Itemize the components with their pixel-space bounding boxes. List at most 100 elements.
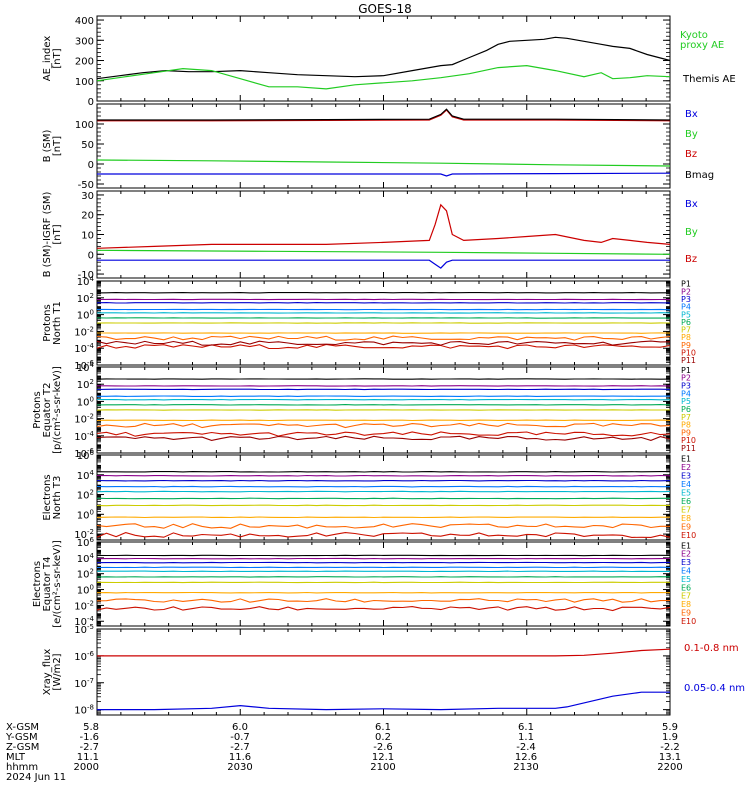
panel-frame [97,629,670,715]
y-tick-label: 0 [88,97,94,108]
plot-title: GOES-18 [358,2,412,16]
channel-line-e4 [97,486,670,487]
channel-label-p11: P11 [681,444,696,453]
series-line-0-05-0-4-nm [97,692,670,709]
series-line-themis-ae [97,37,670,78]
channel-label-e10: E10 [681,531,696,540]
y-tick-label: 100 [77,508,94,521]
y-tick-label: 0 [88,160,94,171]
series-line-bx [97,173,670,176]
y-axis-label: ProtonsNorth T1 [42,301,63,345]
channel-label-e10: E10 [681,617,696,626]
legend-entry: Bx [685,109,698,120]
channel-line-e10 [97,607,670,611]
y-tick-label: -50 [78,180,94,191]
y-tick-label: 10-6 [74,650,94,663]
y-tick-label: 102 [77,378,94,391]
y-tick-label: 104 [77,275,95,288]
legend-entry: Themis AE [682,74,736,85]
y-tick-label: 100 [77,309,94,322]
y-axis-label: Xray_flux[W/m2] [42,649,63,696]
y-tick-label: 10-5 [74,623,94,636]
legend-entry: Bmag [685,170,714,181]
y-tick-label: 10-7 [74,677,94,690]
panel-frame [97,104,670,188]
legend-entry: Bz [685,149,697,160]
y-tick-label: 106 [77,536,95,549]
y-tick-label: 100 [75,120,94,131]
y-tick-label: 300 [75,36,94,47]
y-tick-label: 10-2 [74,599,94,612]
y-tick-label: 102 [77,489,94,502]
y-tick-label: 10-2 [74,413,94,426]
y-tick-label: 10-8 [74,704,94,717]
legend-entry: 0.05-0.4 nm [684,683,745,694]
series-line-0-1-0-8-nm [97,649,670,656]
y-tick-label: 50 [81,140,94,151]
y-tick-label: 400 [75,16,94,27]
series-line-bmag [97,109,670,120]
series-line-by [97,250,670,254]
footer-value: 2200 [657,762,682,773]
y-tick-label: 10-4 [74,430,94,443]
footer-value: 2000 [74,762,99,773]
y-tick-label: 0 [88,250,94,261]
y-tick-label: 106 [77,449,95,462]
y-axis-label: B (SM)-IGRF (SM)[nT] [42,192,63,278]
panel-2: 100 50 0 -50 B (SM)[nT] Bx By Bz Bmag [42,104,714,191]
channel-line-p11 [97,436,670,440]
y-tick-label: 102 [77,568,94,581]
y-tick-label: 104 [77,469,95,482]
y-tick-label: 10 [81,231,94,242]
channel-line-p9 [97,336,670,340]
y-tick-label: 104 [77,361,95,374]
y-tick-label: 30 [81,191,94,202]
legend-entry: 0.1-0.8 nm [684,643,739,654]
panel-frame [97,191,670,278]
y-axis-label: ElectronsEquator T4[e/(cm²-s-sr-keV)] [32,540,63,628]
y-tick-label: 100 [75,77,94,88]
legend-entry: Bx [685,199,698,210]
panel-frame [97,16,670,101]
series-line-bz [97,205,670,249]
channel-line-e2 [97,476,670,477]
y-tick-label: 102 [77,292,94,305]
channel-line-e7 [97,505,670,506]
channel-line-e5 [97,491,670,492]
y-axis-label: AE_index[nT] [42,36,63,82]
channel-line-p10 [97,432,670,436]
legend-entry: Bz [685,254,697,265]
series-line-kyoto-proxy-ae [97,66,670,89]
y-tick-label: 20 [81,211,94,222]
channel-label-p11: P11 [681,356,696,365]
channel-line-e8 [97,517,670,518]
y-axis-label: B (SM)[nT] [42,129,63,162]
panel-8: 10-5 10-6 10-7 10-8 Xray_flux[W/m2] 0.1-0.8 n… [42,623,745,717]
channel-line-p9 [97,423,670,427]
legend-entry: By [685,129,698,140]
y-tick-label: 10-2 [74,325,94,338]
legend-entry: By [685,227,698,238]
series-line-bx [97,260,670,268]
y-tick-label: 100 [77,584,94,597]
channel-line-e9 [97,524,670,529]
y-tick-label: 100 [77,395,94,408]
y-tick-label: 10-4 [74,342,94,355]
footer-value: 2130 [513,762,538,773]
y-axis-label: ElectronsNorth T3 [42,474,63,520]
channel-line-e9 [97,599,670,603]
date-label: 2024 Jun 11 [6,772,66,783]
y-tick-label: 200 [75,57,94,68]
panel-frame [97,542,670,626]
